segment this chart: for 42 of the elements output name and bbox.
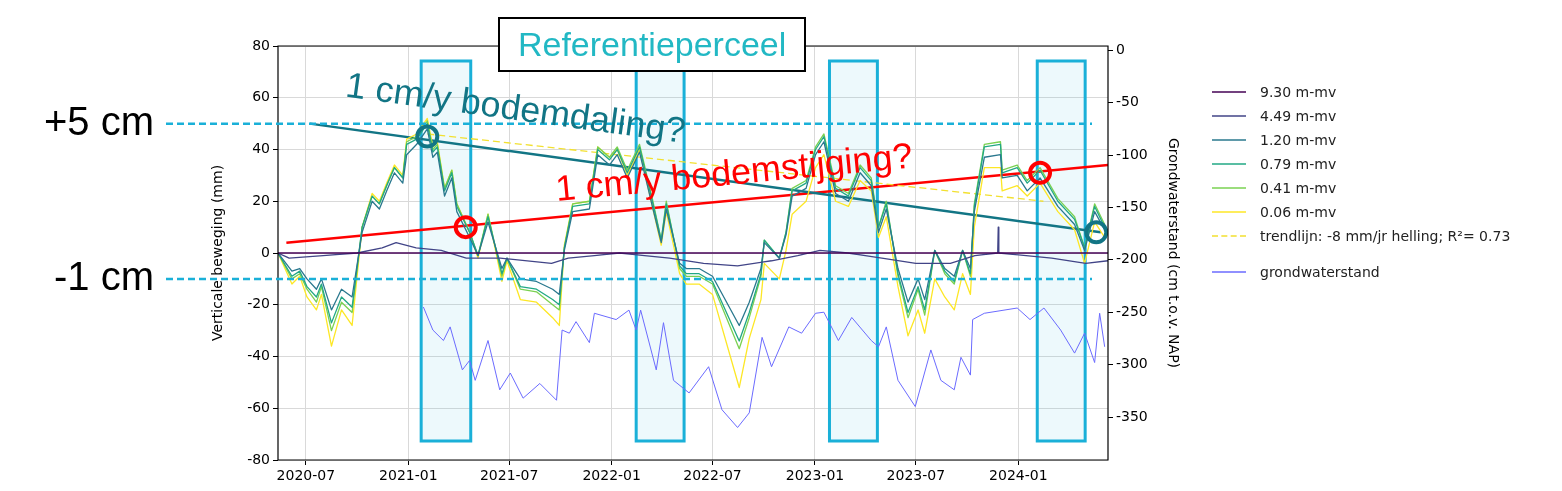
- point: [453, 215, 478, 240]
- legend-label: 9.30 m-mv: [1260, 84, 1337, 100]
- legend-label: 4.49 m-mv: [1260, 108, 1337, 124]
- y2-tick-label: -150: [1116, 198, 1148, 215]
- y2-tick-label: -300: [1116, 355, 1148, 372]
- y2-axis-title: Grondwaterstand (cm t.o.v. NAP): [1165, 137, 1182, 369]
- x-tick-label: 2023-07: [886, 467, 946, 484]
- ref-line-label: -1 cm: [54, 253, 154, 298]
- y-tick-label: 0: [261, 243, 270, 260]
- y2-tick-label: -100: [1116, 145, 1148, 162]
- x-tick-label: 2020-07: [276, 467, 336, 484]
- x-tick-label: 2021-01: [379, 467, 438, 484]
- legend-label: 0.79 m-mv: [1260, 156, 1337, 172]
- chart-title: Referentieperceel: [517, 25, 787, 63]
- y-tick-label: -40: [247, 347, 270, 364]
- point: [415, 124, 440, 149]
- y2-tick-label: -50: [1116, 93, 1139, 110]
- x-tick-label: 2022-01: [582, 467, 641, 484]
- y2-tick-label: 0: [1116, 40, 1125, 57]
- x-tick-label: 2022-07: [683, 467, 742, 484]
- legend-label: 1.20 m-mv: [1260, 132, 1337, 148]
- x-tick-label: 2023-01: [785, 467, 845, 484]
- y2-tick-label: -350: [1116, 407, 1148, 424]
- legend-label: grondwaterstand: [1260, 264, 1380, 280]
- y-axis-title: Verticale beweging (mm): [209, 164, 226, 342]
- point: [1084, 220, 1108, 245]
- y-tick-label: -60: [247, 398, 270, 415]
- y-tick-label: 60: [252, 88, 270, 105]
- y2-tick-label: -250: [1116, 302, 1148, 319]
- legend-label: 0.41 m-mv: [1260, 180, 1337, 196]
- y-tick-label: 80: [252, 36, 270, 53]
- legend-label: 0.06 m-mv: [1260, 204, 1337, 220]
- ref-line-label: +5 cm: [43, 98, 154, 143]
- y-tick-label: 40: [252, 140, 270, 157]
- y2-tick-label: -200: [1116, 250, 1148, 267]
- point: [1028, 160, 1053, 185]
- x-tick-label: 2021-07: [479, 467, 539, 484]
- y-tick-label: -20: [247, 295, 270, 312]
- legend-label: trendlijn: -8 mm/jr helling; R²= 0.73: [1260, 228, 1511, 244]
- y-tick-label: -80: [247, 450, 270, 467]
- y-tick-label: 20: [252, 191, 270, 208]
- x-tick-label: 2024-01: [989, 467, 1048, 484]
